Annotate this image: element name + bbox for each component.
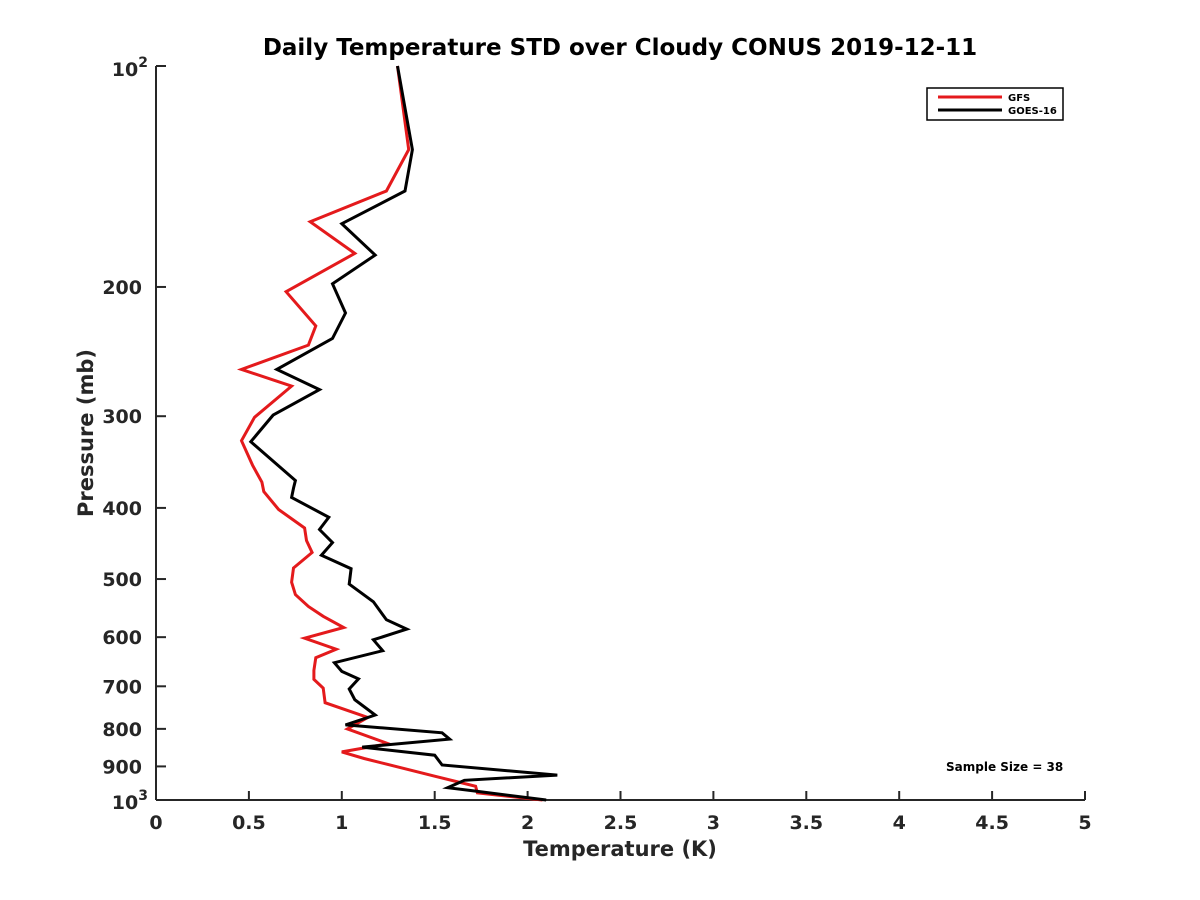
sample-size-annotation: Sample Size = 38 <box>946 760 1063 774</box>
y-bottom-base: 10 <box>112 792 138 814</box>
x-tick-label: 3 <box>707 812 720 834</box>
y-top-base: 10 <box>112 59 138 81</box>
x-tick-label: 4.5 <box>975 812 1009 834</box>
legend-label-goes16: GOES-16 <box>1008 106 1057 117</box>
y-tick-label: 200 <box>102 277 142 299</box>
x-tick-label: 4 <box>893 812 906 834</box>
x-tick-label: 2.5 <box>604 812 638 834</box>
x-tick-label: 0.5 <box>232 812 266 834</box>
y-tick-label: 300 <box>102 406 142 428</box>
series-layer <box>236 65 558 802</box>
x-axis-ticks: 0 0.5 1 1.5 2 2.5 3 3.5 4 4.5 5 <box>149 791 1092 834</box>
legend: GFS GOES-16 <box>926 87 1064 121</box>
legend-box <box>926 87 1064 121</box>
y-tick-label: 400 <box>102 498 142 520</box>
y-tick-label: 800 <box>102 719 142 741</box>
x-tick-label: 0 <box>149 812 162 834</box>
legend-label-gfs: GFS <box>1008 93 1030 104</box>
x-tick-label: 1.5 <box>418 812 452 834</box>
x-tick-label: 1 <box>335 812 348 834</box>
x-axis-label: Temperature (K) <box>523 837 717 861</box>
y-axis-label: Pressure (mb) <box>74 349 98 517</box>
chart-title: Daily Temperature STD over Cloudy CONUS … <box>263 35 977 61</box>
plot-area <box>155 66 1085 801</box>
y-tick-label: 500 <box>102 569 142 591</box>
series-line-goes16 <box>248 65 558 802</box>
y-tick-label: 900 <box>102 756 142 778</box>
series-line-gfs <box>236 65 543 802</box>
x-tick-label: 5 <box>1078 812 1091 834</box>
x-tick-label: 3.5 <box>789 812 823 834</box>
y-tick-label: 600 <box>102 627 142 649</box>
y-tick-label-bottom: 103 <box>112 788 148 814</box>
x-tick-label: 2 <box>521 812 534 834</box>
y-tick-label: 700 <box>102 676 142 698</box>
y-bottom-exp: 3 <box>138 788 148 804</box>
y-tick-label-top: 102 <box>112 55 148 81</box>
y-axis-ticks: 200 300 400 500 600 700 800 900 <box>102 65 166 778</box>
y-top-exp: 2 <box>138 55 148 71</box>
